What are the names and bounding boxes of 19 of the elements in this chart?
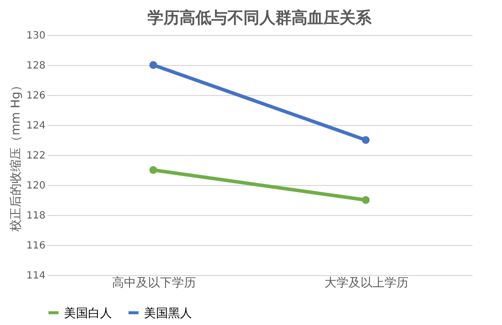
point	[362, 196, 370, 204]
y-axis-title: 校正后的收缩压（mm Hg）	[8, 80, 22, 232]
y-tick-label: 114	[26, 270, 46, 282]
point	[149, 61, 158, 69]
x-tick-label: 大学及以上学历	[324, 276, 408, 290]
y-tick-label: 120	[26, 180, 46, 192]
y-tick-label: 124	[26, 120, 46, 132]
chart-title: 学历高低与不同人群高血压关系	[148, 8, 372, 27]
y-tick-label: 130	[26, 30, 46, 42]
y-tick-label: 128	[26, 60, 46, 72]
y-tick-label: 122	[26, 150, 46, 162]
y-tick-label: 126	[26, 90, 46, 102]
x-tick-label: 高中及以下学历	[112, 276, 196, 290]
y-tick-label: 118	[26, 210, 46, 222]
point	[149, 166, 158, 174]
y-tick-label: 116	[26, 240, 46, 252]
legend-label: 美国白人	[64, 306, 112, 320]
legend-label: 美国黑人	[144, 306, 192, 320]
point	[362, 136, 370, 144]
